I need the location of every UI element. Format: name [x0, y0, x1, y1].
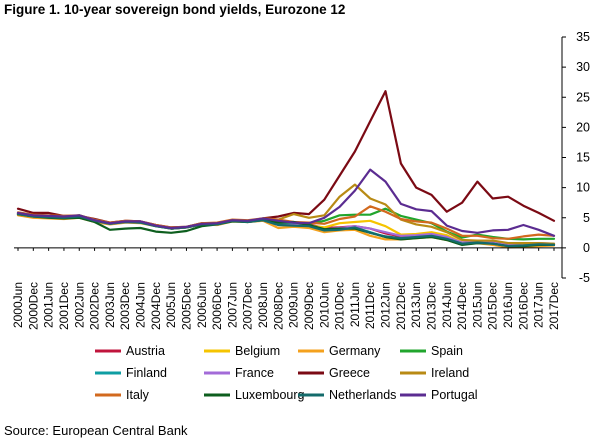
x-tick-label: 2008Dec	[271, 282, 285, 330]
x-tick-label: 2011Dec	[363, 282, 377, 329]
y-tick-label: -5	[579, 271, 590, 285]
legend-label-belgium: Belgium	[235, 344, 280, 358]
x-tick-label: 2016Dec	[516, 282, 530, 330]
x-tick-label: 2010Jun	[317, 282, 331, 328]
x-tick-label: 2006Jun	[195, 282, 209, 328]
legend-label-finland: Finland	[126, 366, 167, 380]
x-tick-label: 2002Jun	[72, 282, 86, 328]
x-tick-label: 2013Jun	[409, 282, 423, 328]
legend-label-portugal: Portugal	[431, 388, 478, 402]
y-tick-label: 15	[576, 151, 590, 165]
x-tick-label: 2002Dec	[88, 282, 102, 330]
legend-label-france: France	[235, 366, 274, 380]
x-axis-ticks: 2000Jun 2000Dec 2001Jun 2001Dec 2002Jun 2002D…	[11, 247, 561, 330]
legend-label-austria: Austria	[126, 344, 165, 358]
y-tick-label: 20	[576, 120, 590, 134]
x-tick-label: 2001Dec	[57, 282, 71, 330]
x-tick-label: 2016Jun	[501, 282, 515, 328]
y-tick-label: 5	[583, 211, 590, 225]
legend: Austria Belgium Germany Spain Finland France G…	[95, 344, 478, 402]
legend-label-spain: Spain	[431, 344, 463, 358]
y-tick-label: 30	[576, 60, 590, 74]
x-tick-label: 2004Dec	[149, 282, 163, 330]
x-tick-label: 2005Dec	[179, 282, 193, 330]
x-tick-label: 2008Jun	[256, 282, 270, 328]
x-tick-label: 2009Jun	[287, 282, 301, 328]
x-tick-label: 2005Jun	[164, 282, 178, 328]
x-tick-label: 2017Jun	[532, 282, 546, 328]
legend-label-germany: Germany	[329, 344, 381, 358]
y-tick-label: 25	[576, 90, 590, 104]
x-tick-label: 2014Jun	[440, 282, 454, 328]
x-tick-label: 2000Dec	[26, 282, 40, 330]
x-tick-label: 2003Dec	[118, 282, 132, 330]
x-tick-label: 2007Dec	[241, 282, 255, 330]
x-tick-label: 2004Jun	[134, 282, 148, 328]
x-tick-label: 2001Jun	[42, 282, 56, 328]
source-note: Source: European Central Bank	[4, 423, 188, 438]
x-tick-label: 2012Jun	[379, 282, 393, 328]
x-tick-label: 2015Dec	[486, 282, 500, 330]
x-tick-label: 2006Dec	[210, 282, 224, 330]
legend-label-luxembourg: Luxembourg	[235, 388, 305, 402]
y-tick-label: 10	[576, 181, 590, 195]
x-tick-label: 2017Dec	[547, 282, 561, 330]
x-tick-label: 2009Dec	[302, 282, 316, 330]
chart-title: Figure 1. 10-year sovereign bond yields,…	[4, 2, 345, 17]
legend-label-ireland: Ireland	[431, 366, 469, 380]
x-tick-label: 2007Jun	[225, 282, 239, 328]
legend-label-greece: Greece	[329, 366, 370, 380]
y-tick-label: 35	[576, 30, 590, 44]
y-tick-label: 0	[583, 241, 590, 255]
series-lines	[16, 90, 556, 249]
x-tick-label: 2010Dec	[333, 282, 347, 330]
x-tick-label: 2013Dec	[424, 282, 438, 330]
y-axis-ticks: -5 0 5 10 15 20 25 30 35	[562, 30, 590, 285]
x-tick-label: 2003Jun	[103, 282, 117, 328]
legend-label-italy: Italy	[126, 388, 150, 402]
x-tick-label: 2015Jun	[470, 282, 484, 328]
x-tick-label: 2011Jun	[348, 282, 362, 327]
x-tick-label: 2000Jun	[11, 282, 25, 328]
legend-label-netherlands: Netherlands	[329, 388, 396, 402]
x-tick-label: 2012Dec	[394, 282, 408, 330]
x-tick-label: 2014Dec	[455, 282, 469, 330]
series-line-greece	[16, 90, 556, 229]
series-line-portugal	[16, 168, 556, 237]
